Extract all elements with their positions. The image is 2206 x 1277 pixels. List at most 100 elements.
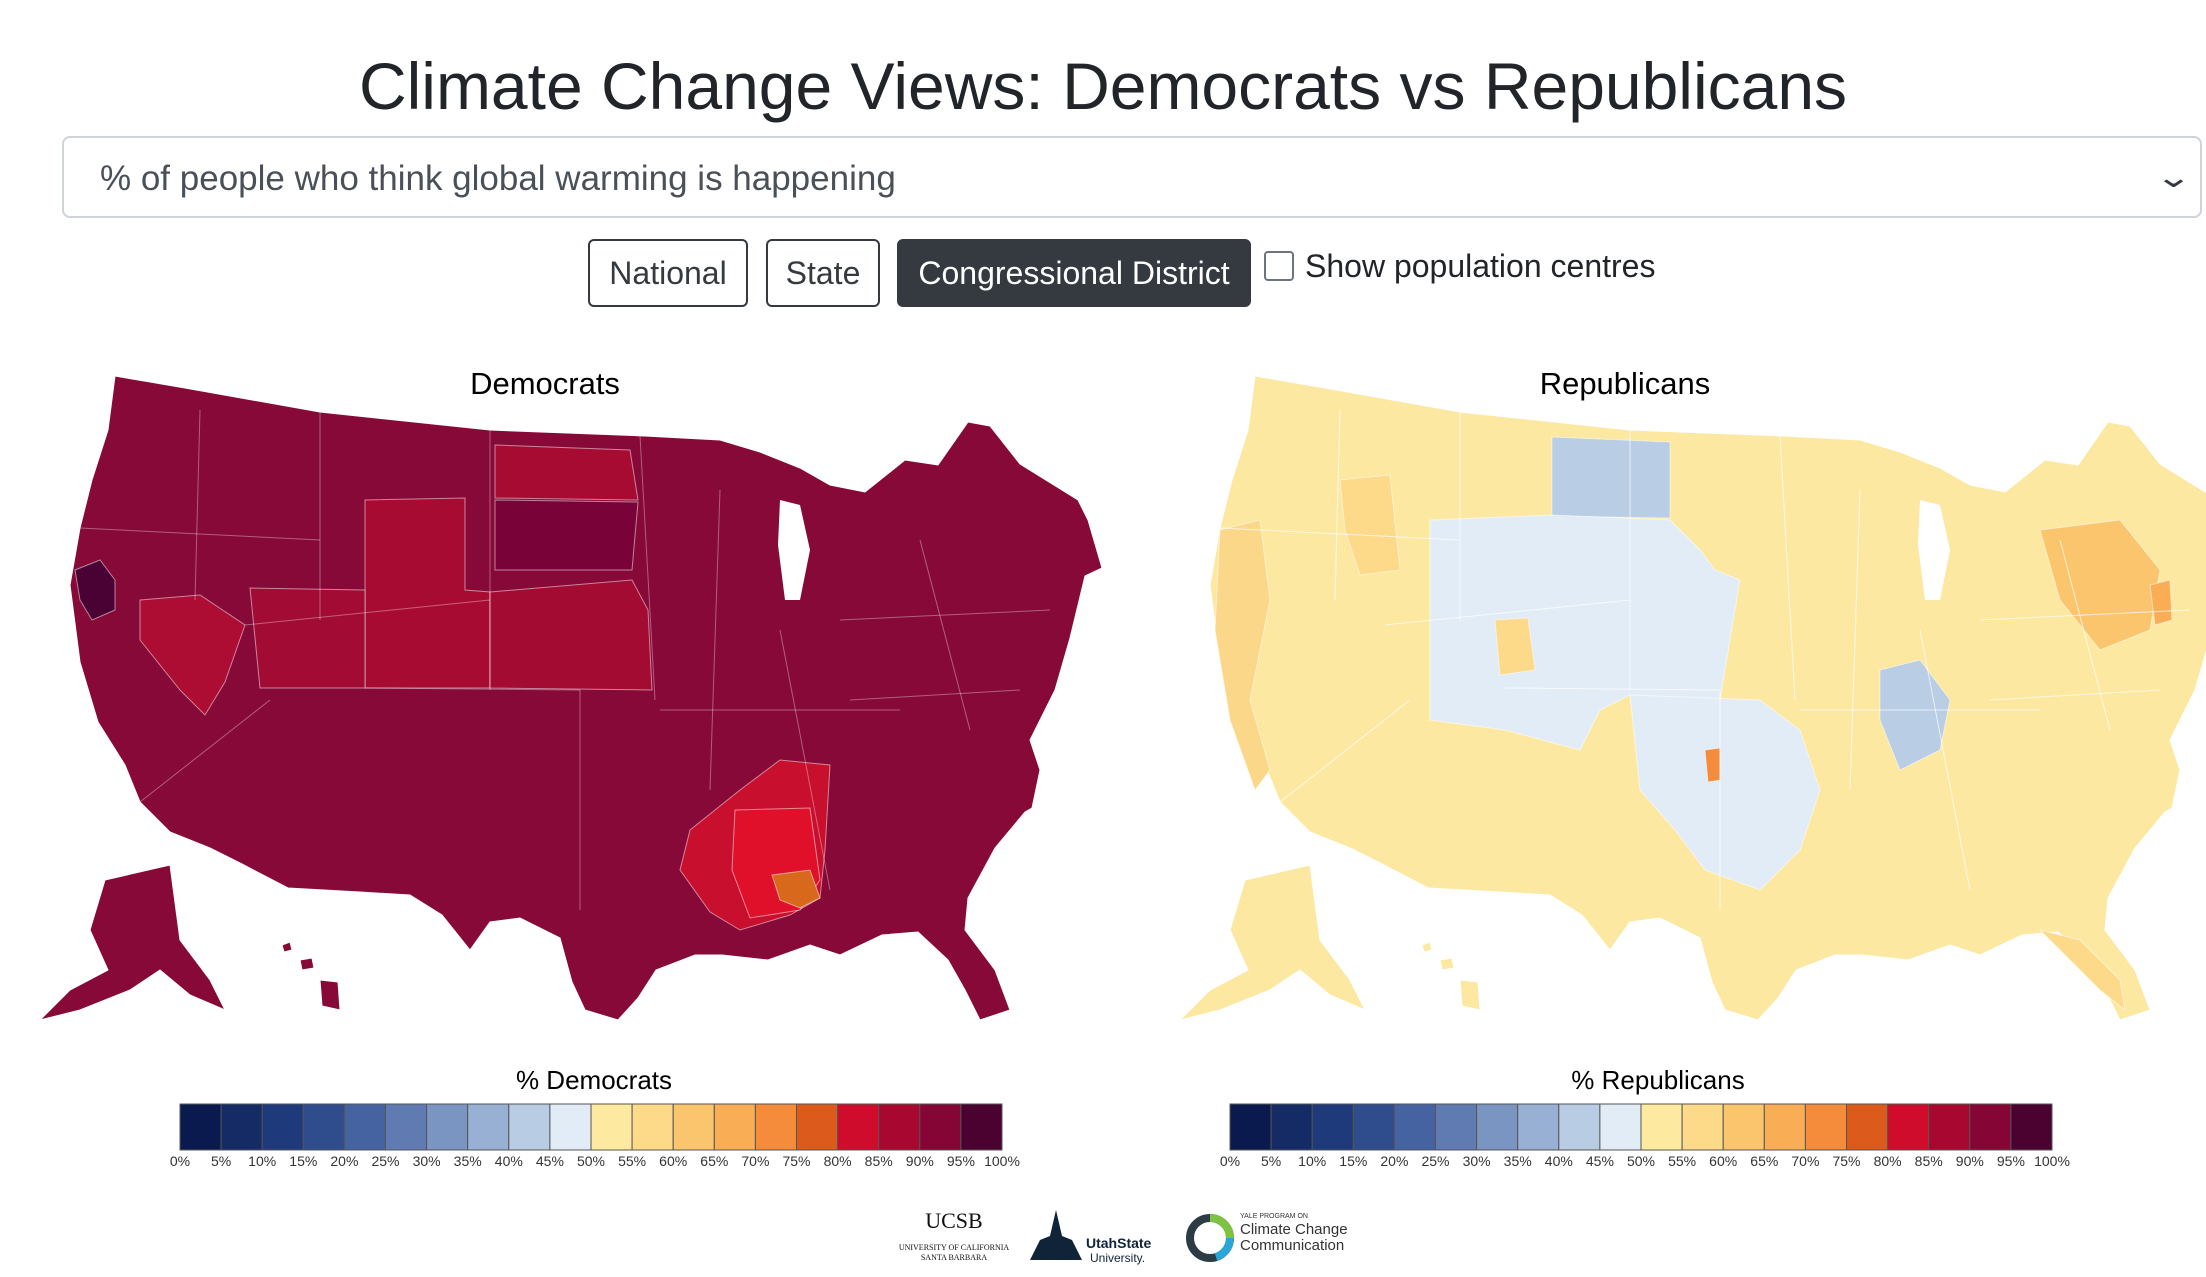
legend-tick-label: 25% [371,1153,399,1169]
legend-tick-label: 100% [984,1153,1020,1169]
legend-swatch [1558,1103,1601,1151]
legend-tick-label: 0% [170,1153,190,1169]
hawaii [1421,941,1481,1011]
legend-tick-label: 80% [1874,1153,1902,1169]
legend-tick-label: 0% [1220,1153,1240,1169]
michigan-lake [1918,500,1950,600]
legend-swatch [1476,1103,1519,1151]
legend-tick-label: 25% [1421,1153,1449,1169]
idaho-district [1339,474,1401,576]
nevada [139,594,246,716]
republicans-map-title: Republicans [1539,366,1711,401]
svg-text:UtahState: UtahState [1086,1235,1152,1251]
democrats-map-title: Democrats [470,366,620,401]
state-button[interactable]: State [766,239,880,307]
svg-text:Climate Change: Climate Change [1240,1221,1348,1238]
florida [2038,929,2126,1012]
legend-swatch [713,1103,756,1151]
legend-swatch [1804,1103,1848,1151]
appalachia [1879,659,1951,771]
legend-swatch [385,1103,428,1151]
legend-swatch [960,1103,1003,1151]
svg-text:YALE PROGRAM ON: YALE PROGRAM ON [1240,1213,1308,1220]
legend-swatch [2010,1103,2053,1151]
legend-tick-label: 30% [1463,1153,1491,1169]
metric-select[interactable]: % of people who think global warming is … [62,136,2202,218]
democrats-map[interactable] [20,370,1140,1020]
legend-swatch [1722,1103,1765,1151]
contiguous-us [1209,375,2206,1020]
legend-swatch [1681,1103,1724,1151]
population-centres-label[interactable]: Show population centres [1305,248,1656,284]
north-dakota [494,444,639,501]
legend-swatch [754,1103,798,1151]
colorado-district [1494,617,1536,676]
svg-text:UCSB: UCSB [925,1208,982,1233]
legend-tick-label: 85% [865,1153,893,1169]
legend-tick-label: 40% [1545,1153,1573,1169]
legend-swatch [261,1103,304,1151]
legend-tick-label: 15% [1339,1153,1367,1169]
democrats-legend: 0% 5% 10% 15% 20% 25% 30% 35% 40% 45% 50% 55% 60% 65%… [170,1103,1020,1169]
legend-swatch [1393,1103,1436,1151]
legend-tick-label: 75% [1832,1153,1860,1169]
legend-tick-label: 70% [1791,1153,1819,1169]
republicans-legend-title: % Republicans [1571,1065,1745,1095]
legend-tick-label: 45% [536,1153,564,1169]
legend-tick-label: 60% [659,1153,687,1169]
legend-swatch [1517,1103,1560,1151]
legend-swatch [796,1103,839,1151]
national-button[interactable]: National [588,239,748,307]
us-outline [69,375,1103,1020]
legend-tick-label: 10% [248,1153,276,1169]
legend-swatch [590,1103,633,1151]
legend-tick-label: 10% [1298,1153,1326,1169]
legend-tick-label: 5% [1261,1153,1281,1169]
democrats-legend-title: % Democrats [515,1065,673,1095]
republicans-legend: 0% 5% 10% 15% 20% 25% 30% 35% 40% 45% 50% 55% 60% 65%… [1220,1103,2070,1169]
svg-text:SANTA BARBARA: SANTA BARBARA [921,1253,987,1262]
district-lines [1219,409,2191,910]
population-centres-checkbox[interactable] [1264,251,1294,281]
legend-tick-label: 60% [1709,1153,1737,1169]
svg-text:University.: University. [1090,1251,1145,1265]
oklahoma-district [1704,747,1721,783]
partner-logos: UCSB UNIVERSITY OF CALIFORNIA SANTA BARB… [899,1208,1348,1265]
legend-swatch [343,1103,386,1151]
legend-swatch [1969,1103,2012,1151]
legend-tick-label: 95% [947,1153,975,1169]
legend-tick-label: 65% [1750,1153,1778,1169]
legend-tick-label: 30% [413,1153,441,1169]
alaska [1179,864,1367,1020]
legend-swatch [1229,1103,1272,1151]
legend-swatch [919,1103,962,1151]
legend-tick-label: 20% [330,1153,358,1169]
alaska [39,864,227,1020]
legend-swatch [220,1103,263,1151]
legend-swatch [837,1103,880,1151]
legend-swatch [1352,1103,1395,1151]
chevron-down-icon: ⌄ [2154,161,2193,194]
legend-tick-label: 35% [454,1153,482,1169]
legend-tick-label: 55% [1668,1153,1696,1169]
south-dakota [494,499,639,571]
hawaii [281,941,341,1011]
legend-tick-label: 65% [700,1153,728,1169]
legend-swatch [1640,1103,1683,1151]
legend-tick-label: 85% [1915,1153,1943,1169]
utah-state-logo: UtahState University. [1030,1210,1152,1265]
republicans-map[interactable] [1160,370,2206,1020]
page-title: Climate Change Views: Democrats vs Repub… [358,49,1848,123]
michigan-lake [778,500,810,600]
legend-swatch [1846,1103,1889,1151]
legend-swatch [1887,1103,1930,1151]
legend-tick-label: 35% [1504,1153,1532,1169]
utah [249,587,366,689]
metric-select-value: % of people who think global warming is … [100,159,896,198]
ucsb-logo: UCSB UNIVERSITY OF CALIFORNIA SANTA BARB… [899,1208,1010,1262]
legend-swatch [1599,1103,1642,1151]
legend-swatch [1311,1103,1354,1151]
congressional-district-button[interactable]: Congressional District [897,239,1251,307]
legend-tick-label: 75% [782,1153,810,1169]
northern-california [74,559,116,621]
